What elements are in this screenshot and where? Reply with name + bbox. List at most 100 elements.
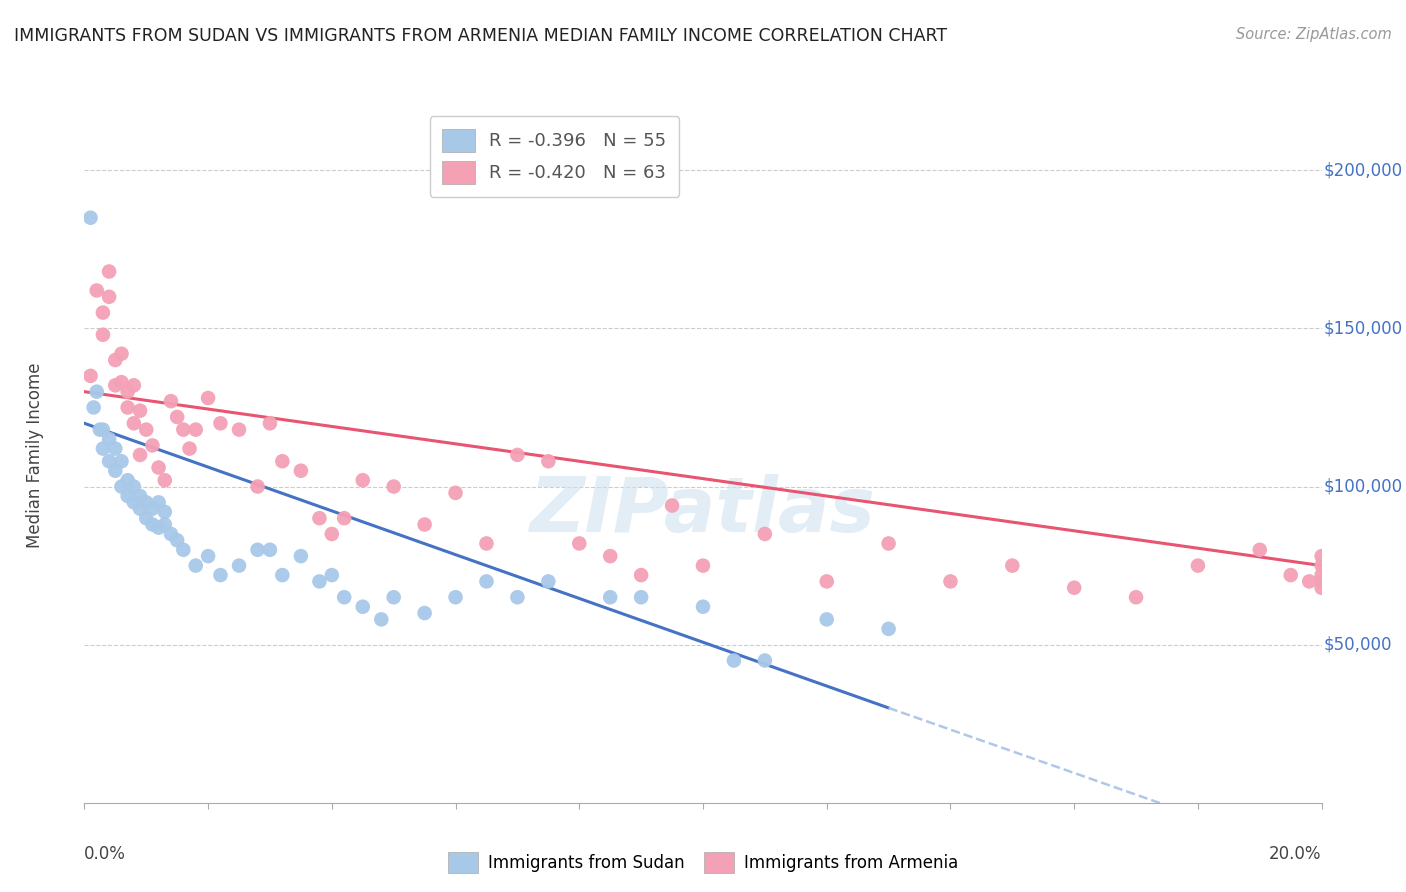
Point	[352, 473, 374, 487]
Point	[129, 489, 152, 503]
Point	[692, 558, 714, 573]
Point	[1249, 542, 1271, 557]
Point	[1001, 558, 1024, 573]
Point	[184, 423, 207, 437]
Point	[83, 401, 105, 415]
Point	[506, 448, 529, 462]
Point	[271, 568, 294, 582]
Point	[308, 574, 330, 589]
Point	[692, 599, 714, 614]
Point	[661, 499, 683, 513]
Point	[104, 442, 127, 456]
Point	[370, 612, 392, 626]
Point	[352, 599, 374, 614]
Point	[91, 423, 114, 437]
Point	[209, 417, 232, 431]
Point	[1310, 574, 1333, 589]
Point	[444, 591, 467, 605]
Point	[122, 417, 145, 431]
Point	[104, 378, 127, 392]
Point	[197, 391, 219, 405]
Point	[599, 591, 621, 605]
Point	[444, 486, 467, 500]
Text: Source: ZipAtlas.com: Source: ZipAtlas.com	[1236, 27, 1392, 42]
Point	[939, 574, 962, 589]
Point	[1187, 558, 1209, 573]
Point	[141, 438, 163, 452]
Text: Median Family Income: Median Family Income	[25, 362, 44, 548]
Point	[166, 409, 188, 424]
Point	[172, 423, 194, 437]
Point	[89, 423, 111, 437]
Point	[110, 375, 132, 389]
Point	[246, 479, 269, 493]
Point	[1310, 549, 1333, 563]
Point	[153, 505, 176, 519]
Point	[815, 612, 838, 626]
Legend: R = -0.396   N = 55, R = -0.420   N = 63: R = -0.396 N = 55, R = -0.420 N = 63	[430, 116, 679, 197]
Text: $150,000: $150,000	[1324, 319, 1403, 337]
Point	[877, 622, 900, 636]
Point	[179, 442, 201, 456]
Point	[98, 432, 121, 446]
Point	[184, 558, 207, 573]
Point	[135, 511, 157, 525]
Point	[382, 479, 405, 493]
Point	[172, 542, 194, 557]
Point	[537, 454, 560, 468]
Point	[321, 527, 343, 541]
Point	[1310, 558, 1333, 573]
Point	[413, 517, 436, 532]
Point	[1310, 581, 1333, 595]
Point	[1063, 581, 1085, 595]
Point	[122, 378, 145, 392]
Point	[537, 574, 560, 589]
Point	[110, 479, 132, 493]
Point	[599, 549, 621, 563]
Point	[117, 473, 139, 487]
Text: $200,000: $200,000	[1324, 161, 1403, 179]
Point	[1125, 591, 1147, 605]
Point	[271, 454, 294, 468]
Point	[129, 403, 152, 417]
Point	[290, 464, 312, 478]
Point	[413, 606, 436, 620]
Point	[321, 568, 343, 582]
Point	[148, 521, 170, 535]
Point	[135, 423, 157, 437]
Point	[148, 460, 170, 475]
Point	[122, 495, 145, 509]
Text: $50,000: $50,000	[1324, 636, 1392, 654]
Point	[110, 454, 132, 468]
Point	[117, 401, 139, 415]
Point	[91, 305, 114, 319]
Point	[79, 211, 101, 225]
Point	[117, 384, 139, 399]
Point	[246, 542, 269, 557]
Point	[98, 264, 121, 278]
Point	[141, 501, 163, 516]
Point	[1310, 568, 1333, 582]
Text: 20.0%: 20.0%	[1270, 845, 1322, 863]
Point	[86, 284, 108, 298]
Text: $100,000: $100,000	[1324, 477, 1403, 496]
Point	[160, 527, 183, 541]
Point	[877, 536, 900, 550]
Point	[166, 533, 188, 548]
Point	[754, 653, 776, 667]
Point	[91, 327, 114, 342]
Point	[259, 542, 281, 557]
Point	[259, 417, 281, 431]
Point	[129, 501, 152, 516]
Point	[129, 448, 152, 462]
Point	[228, 558, 250, 573]
Point	[197, 549, 219, 563]
Point	[382, 591, 405, 605]
Point	[630, 568, 652, 582]
Point	[475, 536, 498, 550]
Point	[86, 384, 108, 399]
Point	[98, 454, 121, 468]
Point	[754, 527, 776, 541]
Point	[1298, 574, 1320, 589]
Point	[308, 511, 330, 525]
